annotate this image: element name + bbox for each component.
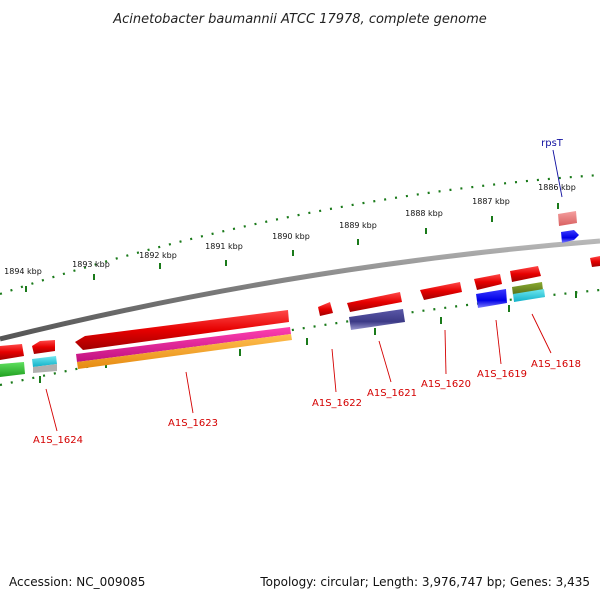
- leader-A1S_1618: [531, 313, 552, 354]
- gene-A1S_1618-olive: [512, 282, 543, 295]
- leader-A1S_1624: [45, 388, 58, 432]
- gene-A1S_1621-navy: [349, 309, 405, 330]
- label-A1S_1623[interactable]: A1S_1623: [168, 418, 218, 429]
- tick-label-1889: 1889 kbp: [339, 221, 377, 230]
- gene-A1S_1619[interactable]: [474, 274, 507, 308]
- gene-A1S_1619-blue: [476, 289, 507, 308]
- gene-labels: rpsT A1S_1618 A1S_1619 A1S_1620 A1S_1621…: [33, 138, 581, 446]
- leader-A1S_1623: [185, 371, 194, 414]
- topology-text: Topology: circular; Length: 3,976,747 bp…: [259, 575, 590, 589]
- gene-A1S_1619-arrow: [474, 274, 502, 290]
- gene-blue-small-arrow: [561, 230, 579, 243]
- gene-blue-small[interactable]: [561, 230, 579, 243]
- tick-label-1892: 1892 kbp: [139, 251, 177, 260]
- gene-left-edge-green: [0, 362, 25, 377]
- inner-ruler: [0, 288, 600, 387]
- accession-text: Accession: NC_009085: [9, 575, 145, 589]
- tick-label-1886: 1886 kbp: [538, 183, 576, 192]
- label-A1S_1620[interactable]: A1S_1620: [421, 379, 471, 390]
- tick-label-1891: 1891 kbp: [205, 242, 243, 251]
- label-leaders: [45, 149, 563, 432]
- ruler-tick-labels: 1886 kbp 1887 kbp 1888 kbp 1889 kbp 1890…: [4, 183, 576, 276]
- leader-rpsT: [552, 149, 563, 198]
- gene-A1S_1618[interactable]: [510, 266, 545, 302]
- label-A1S_1618[interactable]: A1S_1618: [531, 359, 581, 370]
- gene-A1S_1622[interactable]: [318, 302, 333, 316]
- tick-label-1893: 1893 kbp: [72, 260, 110, 269]
- tick-label-1888: 1888 kbp: [405, 209, 443, 218]
- inner-ruler-major-ticks: [39, 291, 577, 383]
- tick-label-1890: 1890 kbp: [272, 232, 310, 241]
- outer-ruler-major-ticks: [25, 203, 559, 292]
- label-rpsT[interactable]: rpsT: [541, 138, 564, 149]
- label-A1S_1624[interactable]: A1S_1624: [33, 435, 83, 446]
- label-A1S_1621[interactable]: A1S_1621: [367, 388, 417, 399]
- gene-A1S_1621[interactable]: [347, 292, 405, 330]
- gene-A1S_1623-magenta: [76, 327, 291, 362]
- map-title: Acinetobacter baumannii ATCC 17978, comp…: [112, 12, 487, 27]
- gene-left-edge[interactable]: [0, 344, 25, 377]
- gene-rpsT-arrow: [558, 211, 577, 226]
- gene-right-edge-arrow: [590, 256, 600, 267]
- outer-ruler: [0, 173, 600, 296]
- gene-A1S_1620[interactable]: [420, 282, 462, 300]
- gene-left-edge-red: [0, 344, 24, 360]
- gene-A1S_1623[interactable]: [75, 310, 292, 369]
- gene-A1S_1624-grey: [33, 364, 57, 373]
- gene-A1S_1622-arrow: [318, 302, 333, 316]
- genome-backbone: [0, 238, 600, 342]
- tick-label-1894: 1894 kbp: [4, 267, 42, 276]
- label-A1S_1622[interactable]: A1S_1622: [312, 398, 362, 409]
- label-A1S_1619[interactable]: A1S_1619: [477, 369, 527, 380]
- gene-A1S_1624-arrow: [32, 340, 55, 354]
- gene-A1S_1624-cyan: [32, 356, 57, 367]
- leader-A1S_1621: [378, 340, 392, 383]
- gene-A1S_1623-orange: [77, 334, 292, 369]
- outer-ruler-dots: [0, 173, 600, 296]
- leader-A1S_1619: [495, 319, 502, 365]
- gene-right-edge[interactable]: [590, 256, 600, 267]
- tick-label-1887: 1887 kbp: [472, 197, 510, 206]
- leader-A1S_1622: [331, 348, 337, 393]
- gene-A1S_1623-arrow: [75, 310, 289, 350]
- gene-A1S_1624[interactable]: [32, 340, 57, 373]
- gene-A1S_1618-arrow: [510, 266, 541, 282]
- gene-rpsT[interactable]: [558, 211, 577, 226]
- gene-A1S_1620-arrow: [420, 282, 462, 300]
- gene-A1S_1618-cyan: [513, 289, 545, 302]
- leader-A1S_1620: [444, 329, 447, 375]
- gene-A1S_1621-arrow: [347, 292, 402, 312]
